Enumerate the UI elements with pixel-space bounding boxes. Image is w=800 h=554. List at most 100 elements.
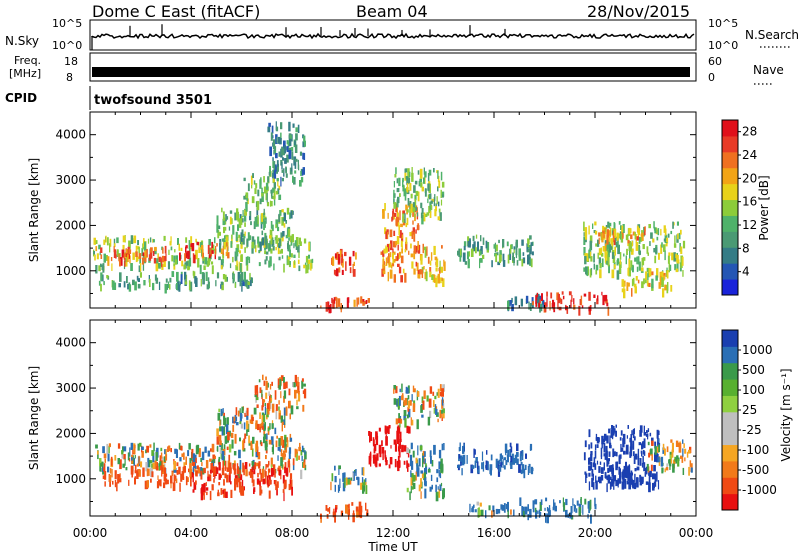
power-echo-cell	[279, 250, 282, 254]
power-echo-cell	[210, 261, 214, 265]
velocity-echo-cell	[362, 485, 365, 492]
velocity-echo-cell	[225, 491, 228, 498]
velocity-echo-cell	[283, 481, 286, 490]
power-echo-cell	[607, 256, 610, 267]
power-echo-cell	[129, 255, 131, 264]
power-echo-cell	[289, 167, 293, 175]
power-echo-cell	[382, 209, 385, 219]
velocity-echo-cell	[594, 497, 596, 507]
velocity-echo-cell	[192, 489, 195, 493]
velocity-echo-cell	[263, 424, 266, 432]
power-echo-cell	[614, 246, 616, 256]
power-echo-cell	[552, 299, 555, 305]
velocity-echo-cell	[672, 463, 675, 473]
power-echo-cell	[180, 247, 183, 251]
velocity-echo-cell	[221, 426, 224, 436]
velocity-echo-cell	[201, 468, 205, 475]
power-echo-cell	[208, 247, 211, 255]
velocity-echo-cell	[179, 482, 181, 492]
velocity-echo-cell	[253, 489, 255, 494]
power-echo-cell	[239, 214, 242, 219]
beam-title: Beam 04	[356, 2, 428, 21]
power-echo-cell	[385, 262, 388, 266]
power-echo-cell	[294, 170, 297, 174]
power-echo-cell	[367, 298, 370, 303]
power-echo-cell	[527, 254, 530, 265]
power-echo-cell	[218, 256, 221, 261]
velocity-echo-cell	[229, 467, 232, 474]
velocity-echo-cell	[396, 399, 399, 407]
power-echo-cell	[467, 240, 470, 248]
velocity-echo-cell	[150, 478, 152, 483]
velocity-echo-cell	[436, 469, 439, 474]
power-ytick-label: 3000	[55, 173, 86, 187]
power-echo-cell	[181, 260, 184, 267]
velocity-echo-cell	[666, 463, 668, 468]
power-echo-cell	[529, 235, 532, 240]
velocity-echo-cell	[390, 445, 392, 449]
velocity-echo-cell	[104, 458, 106, 463]
velocity-echo-cell	[528, 463, 531, 467]
velocity-echo-cell	[682, 439, 684, 444]
power-echo-cell	[287, 240, 289, 251]
velocity-echo-cell	[589, 502, 591, 511]
power-echo-cell	[645, 271, 648, 280]
power-echo-cell	[277, 226, 280, 232]
velocity-echo-cell	[334, 476, 337, 483]
power-echo-cell	[409, 206, 412, 216]
power-echo-cell	[214, 237, 216, 244]
velocity-echo-cell	[214, 473, 216, 479]
power-echo-cell	[584, 256, 587, 265]
power-echo-cell	[402, 213, 404, 223]
velocity-echo-cell	[155, 462, 158, 470]
velocity-echo-cell	[583, 452, 586, 461]
power-echo-cell	[345, 261, 347, 271]
power-echo-cell	[158, 281, 161, 290]
velocity-echo-cell	[267, 405, 270, 415]
power-echo-cell	[419, 269, 422, 275]
velocity-echo-cell	[280, 375, 284, 381]
velocity-echo-cell	[268, 468, 271, 473]
velocity-echo-cell	[409, 462, 413, 467]
velocity-echo-cell	[121, 450, 124, 455]
velocity-echo-cell	[146, 445, 149, 453]
velocity-echo-cell	[600, 467, 604, 474]
velocity-echo-cell	[619, 475, 622, 484]
velocity-echo-cell	[589, 457, 592, 461]
power-echo-cell	[421, 214, 424, 225]
velocity-echo-cell	[443, 408, 445, 414]
velocity-echo-cell	[647, 441, 650, 446]
velocity-echo-cell	[191, 472, 193, 478]
power-echo-cell	[229, 263, 232, 269]
power-echo-cell	[295, 237, 299, 247]
power-echo-cell	[124, 258, 126, 267]
power-echo-cell	[320, 305, 322, 309]
velocity-echo-cell	[195, 470, 198, 477]
power-echo-cell	[389, 269, 393, 279]
velocity-echo-cell	[207, 476, 210, 482]
velocity-echo-cell	[435, 484, 437, 493]
power-echo-cell	[275, 126, 279, 132]
velocity-echo-cell	[331, 473, 334, 482]
velocity-echo-cell	[405, 390, 408, 394]
velocity-echo-cell	[423, 473, 425, 481]
power-echo-cell	[426, 246, 428, 256]
power-echo-cell	[272, 173, 274, 179]
velocity-echo-cell	[657, 456, 660, 463]
velocity-echo-cell	[223, 415, 226, 425]
power-echo-cell	[498, 239, 500, 244]
velocity-echo-cell	[370, 437, 373, 441]
velocity-echo-cell	[239, 408, 241, 414]
velocity-echo-cell	[192, 473, 194, 483]
power-echo-cell	[281, 146, 284, 156]
power-echo-cell	[658, 252, 660, 260]
velocity-echo-cell	[387, 430, 389, 434]
power-echo-cell	[281, 255, 284, 259]
velocity-echo-cell	[572, 498, 574, 506]
velocity-echo-cell	[210, 448, 212, 452]
velocity-echo-cell	[296, 399, 298, 406]
power-echo-cell	[261, 192, 264, 202]
velocity-echo-cell	[258, 463, 261, 469]
velocity-echo-cell	[219, 474, 222, 478]
power-echo-cell	[281, 177, 284, 182]
